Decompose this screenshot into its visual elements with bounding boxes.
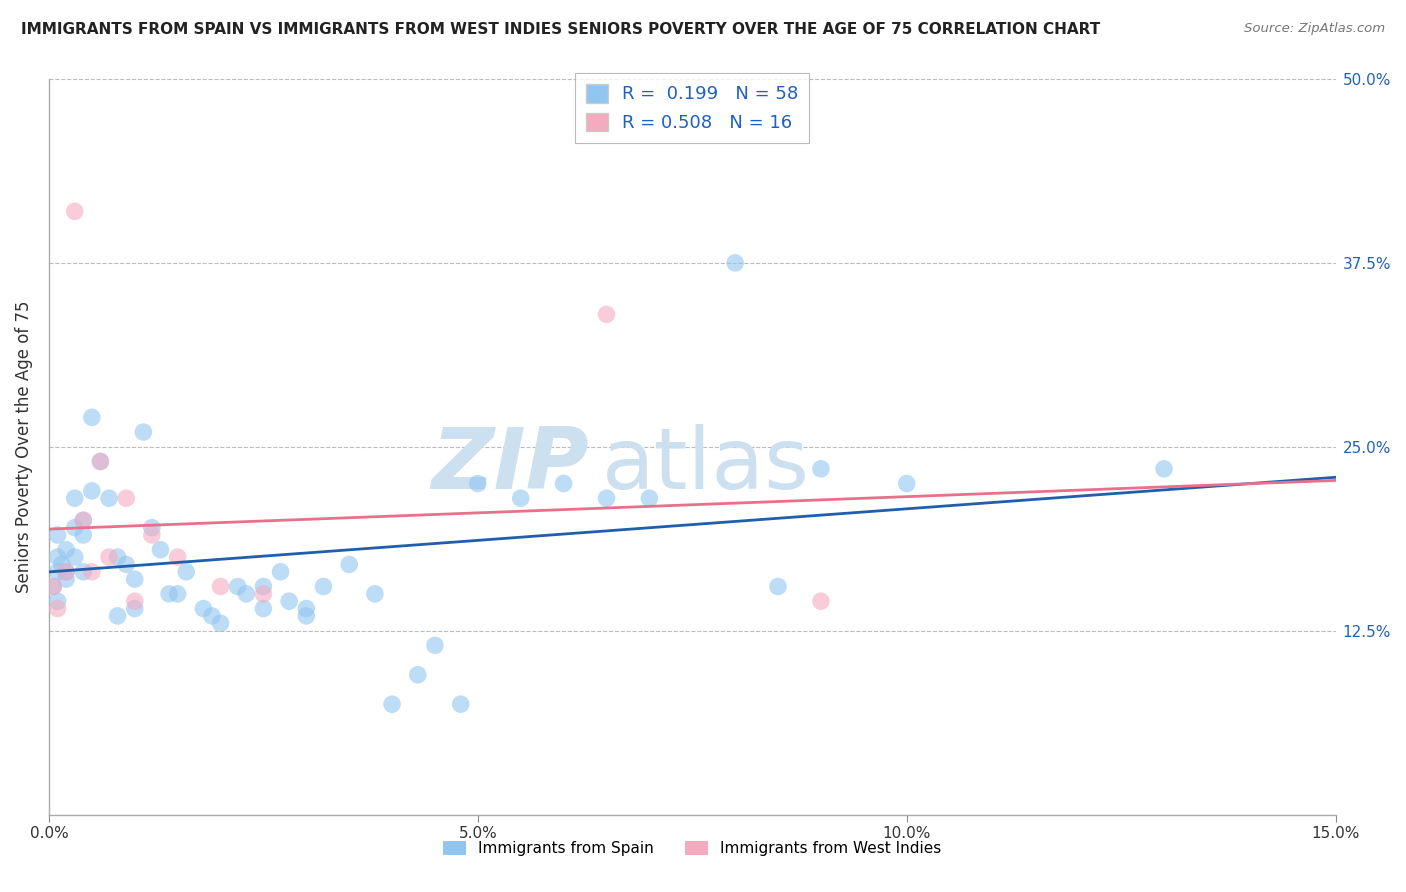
Point xyxy=(46,594,69,608)
Point xyxy=(295,601,318,615)
Point xyxy=(89,454,111,468)
Point xyxy=(766,580,789,594)
Point xyxy=(51,558,73,572)
Point xyxy=(724,256,747,270)
Point xyxy=(63,550,86,565)
Text: atlas: atlas xyxy=(602,424,810,507)
Point xyxy=(149,542,172,557)
Point xyxy=(252,601,274,615)
Point xyxy=(55,542,77,557)
Legend: R =  0.199   N = 58, R = 0.508   N = 16: R = 0.199 N = 58, R = 0.508 N = 16 xyxy=(575,73,810,143)
Point xyxy=(509,491,531,506)
Text: ZIP: ZIP xyxy=(432,424,589,507)
Point xyxy=(423,638,446,652)
Point xyxy=(270,565,292,579)
Point xyxy=(72,513,94,527)
Point xyxy=(166,587,188,601)
Point xyxy=(89,454,111,468)
Point xyxy=(201,608,224,623)
Y-axis label: Seniors Poverty Over the Age of 75: Seniors Poverty Over the Age of 75 xyxy=(15,301,32,593)
Point xyxy=(124,601,146,615)
Point xyxy=(337,558,360,572)
Point xyxy=(72,528,94,542)
Point xyxy=(124,572,146,586)
Point xyxy=(55,565,77,579)
Point xyxy=(638,491,661,506)
Point xyxy=(80,483,103,498)
Point xyxy=(141,528,163,542)
Point xyxy=(42,580,65,594)
Point xyxy=(226,580,249,594)
Point xyxy=(115,558,138,572)
Point xyxy=(72,565,94,579)
Point xyxy=(381,697,404,711)
Point xyxy=(595,491,617,506)
Point xyxy=(1153,462,1175,476)
Point xyxy=(553,476,575,491)
Point xyxy=(72,513,94,527)
Point xyxy=(46,550,69,565)
Point xyxy=(157,587,180,601)
Point xyxy=(80,410,103,425)
Text: IMMIGRANTS FROM SPAIN VS IMMIGRANTS FROM WEST INDIES SENIORS POVERTY OVER THE AG: IMMIGRANTS FROM SPAIN VS IMMIGRANTS FROM… xyxy=(21,22,1101,37)
Point xyxy=(46,565,69,579)
Point xyxy=(46,601,69,615)
Point xyxy=(364,587,387,601)
Point xyxy=(193,601,215,615)
Text: Source: ZipAtlas.com: Source: ZipAtlas.com xyxy=(1244,22,1385,36)
Point xyxy=(278,594,301,608)
Point xyxy=(107,608,129,623)
Point xyxy=(124,594,146,608)
Point xyxy=(63,491,86,506)
Point xyxy=(209,580,232,594)
Point xyxy=(252,587,274,601)
Point xyxy=(98,550,121,565)
Point xyxy=(107,550,129,565)
Point xyxy=(312,580,335,594)
Point xyxy=(166,550,188,565)
Point xyxy=(896,476,918,491)
Point xyxy=(46,528,69,542)
Point xyxy=(42,580,65,594)
Point xyxy=(595,307,617,321)
Point xyxy=(295,608,318,623)
Point xyxy=(810,462,832,476)
Point xyxy=(63,204,86,219)
Point xyxy=(235,587,257,601)
Point xyxy=(174,565,197,579)
Point xyxy=(55,565,77,579)
Point xyxy=(467,476,489,491)
Point xyxy=(810,594,832,608)
Point xyxy=(98,491,121,506)
Point xyxy=(252,580,274,594)
Point xyxy=(80,565,103,579)
Point xyxy=(115,491,138,506)
Point xyxy=(406,667,429,681)
Point xyxy=(450,697,472,711)
Point xyxy=(141,521,163,535)
Point xyxy=(209,616,232,631)
Point xyxy=(132,425,155,439)
Point xyxy=(55,572,77,586)
Point xyxy=(63,521,86,535)
